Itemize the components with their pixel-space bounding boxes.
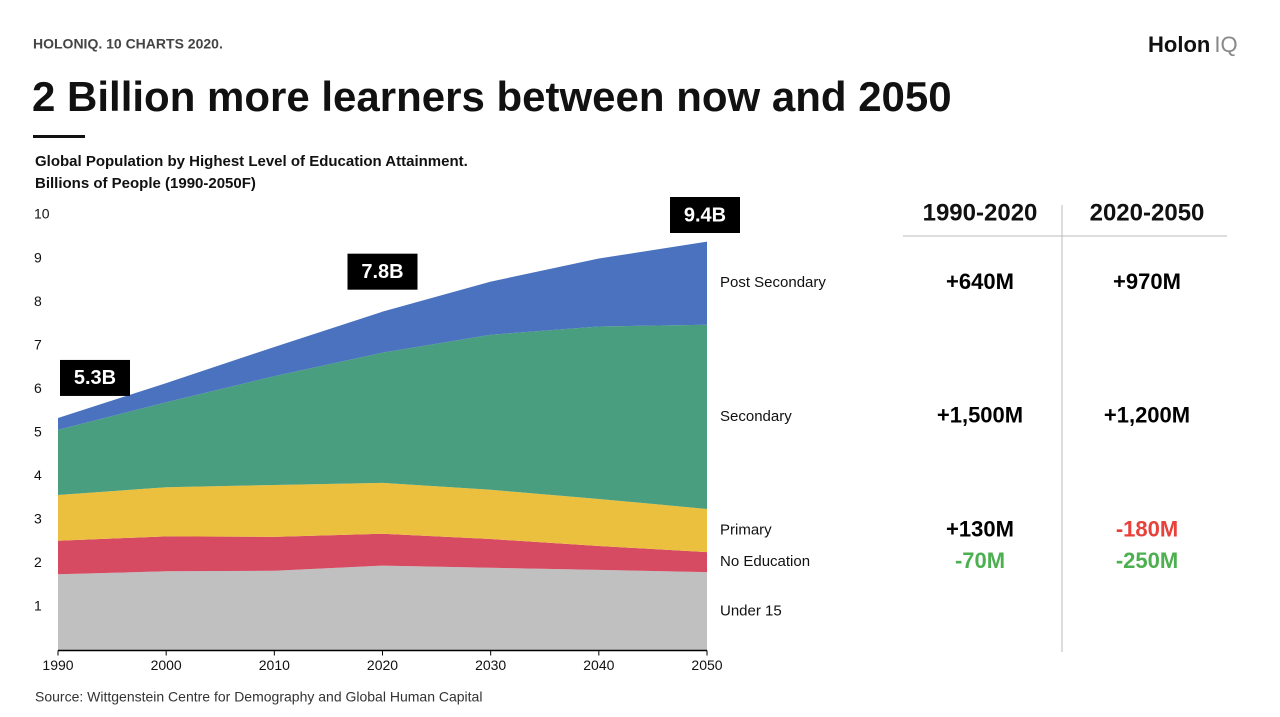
table-cell: +970M: [1113, 269, 1181, 294]
logo-main: Holon: [1148, 32, 1210, 57]
x-tick-label: 2030: [475, 657, 506, 673]
subtitle: Global Population by Highest Level of Ed…: [35, 153, 468, 170]
subtitle: Billions of People (1990-2050F): [35, 175, 256, 192]
logo: Holon IQ: [1148, 32, 1238, 57]
y-tick-label: 10: [34, 206, 50, 222]
y-tick-label: 7: [34, 336, 42, 352]
x-tick-label: 2000: [151, 657, 182, 673]
table-cell: -70M: [955, 548, 1005, 573]
y-tick-label: 9: [34, 249, 42, 265]
area: [58, 324, 707, 509]
x-tick-label: 2020: [367, 657, 398, 673]
x-tick-label: 2050: [691, 657, 722, 673]
series-label: Under 15: [720, 602, 782, 619]
series-label: No Education: [720, 553, 810, 570]
x-tick-label: 1990: [42, 657, 73, 673]
x-tick-label: 2010: [259, 657, 290, 673]
table-cell: +1,500M: [937, 403, 1023, 428]
series-label: Post Secondary: [720, 274, 826, 291]
table-header: 1990-2020: [923, 199, 1038, 226]
title-rule: [33, 135, 85, 138]
total-callout: 5.3B: [74, 367, 116, 389]
table-cell: +1,200M: [1104, 403, 1190, 428]
table-header: 2020-2050: [1090, 199, 1205, 226]
area: [58, 533, 707, 575]
y-tick-label: 8: [34, 293, 42, 309]
series-label: Primary: [720, 521, 772, 538]
series-label: Secondary: [720, 408, 792, 425]
source: Source: Wittgenstein Centre for Demograp…: [35, 689, 482, 705]
y-tick-label: 5: [34, 423, 42, 439]
header: HOLONIQ. 10 CHARTS 2020.: [33, 36, 223, 52]
logo-accent: IQ: [1214, 32, 1237, 57]
x-tick-label: 2040: [583, 657, 614, 673]
area: [58, 565, 707, 651]
table-cell: +130M: [946, 516, 1014, 541]
y-tick-label: 4: [34, 467, 42, 483]
y-tick-label: 2: [34, 554, 42, 570]
total-callout: 7.8B: [361, 261, 403, 283]
chart-title: 2 Billion more learners between now and …: [32, 73, 952, 120]
area: [58, 482, 707, 553]
total-callout-box: [60, 359, 130, 396]
total-callout: 9.4B: [684, 204, 726, 226]
table-cell: -180M: [1116, 516, 1178, 541]
table-cell: +640M: [946, 269, 1014, 294]
y-tick-label: 3: [34, 511, 42, 527]
total-callout-box: [670, 197, 740, 233]
area: [58, 241, 707, 430]
y-tick-label: 1: [34, 598, 42, 614]
total-callout-box: [347, 253, 418, 290]
y-tick-label: 6: [34, 380, 42, 396]
table-cell: -250M: [1116, 548, 1178, 573]
